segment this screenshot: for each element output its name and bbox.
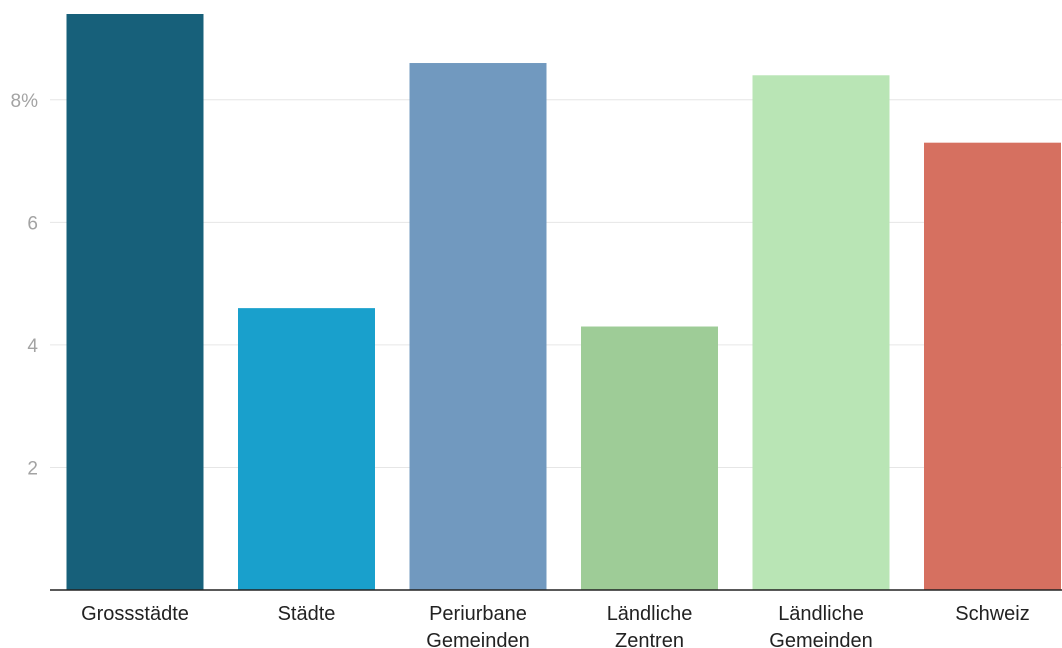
x-tick-label: Grossstädte [81,603,189,625]
bar [581,326,718,590]
bar [409,63,547,590]
x-tick-label: Gemeinden [769,630,872,648]
bar [924,142,1061,590]
y-tick-label: 4 [27,336,38,357]
x-tick-label: Ländliche [778,603,864,625]
x-tick-label: Gemeinden [426,630,529,648]
y-tick-label: 6 [27,213,38,234]
y-tick-label: 2 [27,458,38,479]
bar [238,308,375,590]
gridlines [50,99,1062,468]
x-tick-label: Ländliche [607,603,693,625]
bar [66,14,204,590]
x-axis-ticks: Grossstädte Städte Periurbane Gemeinden Länd… [81,603,1030,648]
x-tick-label: Zentren [615,630,684,648]
x-tick-label: Periurbane [429,603,527,625]
bars [66,14,1061,590]
x-tick-label: Städte [278,603,336,625]
y-axis-ticks: 2 4 6 8% [11,91,39,480]
y-tick-label: 8% [11,91,39,112]
x-tick-label: Schweiz [955,603,1029,625]
bar [752,75,890,590]
